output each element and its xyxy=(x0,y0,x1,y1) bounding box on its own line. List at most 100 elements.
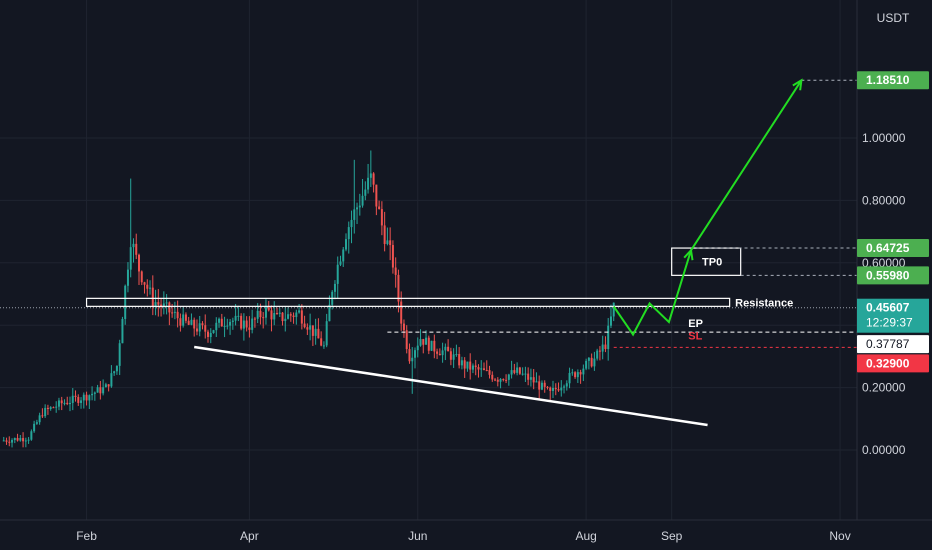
candle-body xyxy=(60,400,63,404)
candle-body xyxy=(568,372,571,384)
time-tick-label: Feb xyxy=(76,529,97,543)
candle-body xyxy=(471,365,474,370)
candle-body xyxy=(284,318,287,322)
candle-body xyxy=(333,283,336,292)
candle-body xyxy=(593,358,596,367)
candle-body xyxy=(604,344,607,349)
stop-loss-badge xyxy=(857,354,929,373)
candle-body xyxy=(146,284,149,289)
candle-body xyxy=(587,357,590,361)
candle-body xyxy=(378,206,381,210)
candle-body xyxy=(361,195,364,206)
candle-body xyxy=(557,389,560,391)
candle-body xyxy=(540,382,543,390)
candle-body xyxy=(27,439,30,441)
entry-label: EP xyxy=(688,318,703,330)
candle-body xyxy=(226,325,229,327)
candle-body xyxy=(317,328,320,339)
candle-body xyxy=(223,325,226,327)
candle-body xyxy=(447,346,450,352)
candle-body xyxy=(466,361,469,369)
candle-body xyxy=(215,322,218,331)
projection-arrow-tp-high xyxy=(792,78,803,91)
candle-body xyxy=(529,377,532,380)
candle-body xyxy=(220,318,223,327)
candle-body xyxy=(281,312,284,322)
candle-body xyxy=(411,357,414,362)
grid xyxy=(0,0,857,520)
candle-body xyxy=(82,394,85,401)
candle-body xyxy=(505,379,508,381)
candle-body xyxy=(320,338,323,346)
candle-body xyxy=(35,422,38,424)
candle-body xyxy=(574,372,577,378)
candle-body xyxy=(193,319,196,329)
candle-body xyxy=(124,285,127,319)
candle-body xyxy=(507,374,510,380)
candle-body xyxy=(295,312,298,318)
candle-body xyxy=(104,384,107,388)
candle-body xyxy=(372,173,375,185)
candle-body xyxy=(41,415,44,417)
candle-body xyxy=(590,357,593,367)
candle-body xyxy=(380,209,383,226)
candle-body xyxy=(267,306,270,311)
candle-body xyxy=(237,315,240,317)
candle-body xyxy=(444,346,447,351)
candle-body xyxy=(140,271,143,283)
candle-body xyxy=(518,367,521,374)
candle-body xyxy=(469,361,472,370)
time-tick-label: Jun xyxy=(408,529,427,543)
candle-body xyxy=(287,314,290,319)
candle-body xyxy=(91,393,94,396)
candle-body xyxy=(93,392,96,394)
candle-body xyxy=(190,319,193,325)
candle-body xyxy=(85,394,88,401)
candle-body xyxy=(565,383,568,387)
candle-body xyxy=(234,315,237,321)
candle-body xyxy=(66,402,69,405)
candle-body xyxy=(63,402,66,404)
candle-body xyxy=(543,382,546,387)
candle-body xyxy=(138,254,140,272)
candle-body xyxy=(350,219,353,228)
candle-body xyxy=(80,400,83,403)
candle-body xyxy=(5,440,8,442)
candle-body xyxy=(173,311,176,313)
candle-body xyxy=(129,247,132,270)
tp-high-value: 1.18510 xyxy=(866,73,910,87)
tp0-label: TP0 xyxy=(702,257,722,269)
candle-body xyxy=(126,269,129,286)
candle-body xyxy=(115,365,118,372)
candle-body xyxy=(394,267,397,275)
candle-body xyxy=(480,368,483,370)
current-price-value: 0.45607 xyxy=(866,301,910,315)
entry-price-badge xyxy=(857,335,929,354)
candle-body xyxy=(273,313,276,320)
candle-body xyxy=(353,209,356,220)
candle-body xyxy=(383,225,386,244)
candle-body xyxy=(231,320,234,322)
price-tick-label: 0.80000 xyxy=(862,193,906,207)
candle-body xyxy=(441,350,444,356)
candle-body xyxy=(463,360,466,369)
candle-body xyxy=(77,397,80,403)
candle-body xyxy=(460,360,463,366)
candle-body xyxy=(168,302,171,313)
time-tick-label: Aug xyxy=(575,529,596,543)
candles xyxy=(2,150,615,448)
candle-body xyxy=(356,207,359,210)
candle-body xyxy=(143,282,146,285)
candle-body xyxy=(262,317,265,319)
candle-body xyxy=(549,387,552,391)
candle-body xyxy=(242,320,245,329)
currency-label[interactable]: USDT xyxy=(877,11,910,25)
candle-body xyxy=(510,370,513,375)
candle-body xyxy=(532,377,535,383)
candle-body xyxy=(99,387,102,394)
candle-body xyxy=(182,314,185,326)
candle-body xyxy=(52,407,55,409)
time-axis[interactable]: Feb Apr Jun Aug Sep Nov xyxy=(76,529,850,543)
tp0-top-value: 0.64725 xyxy=(866,241,910,255)
